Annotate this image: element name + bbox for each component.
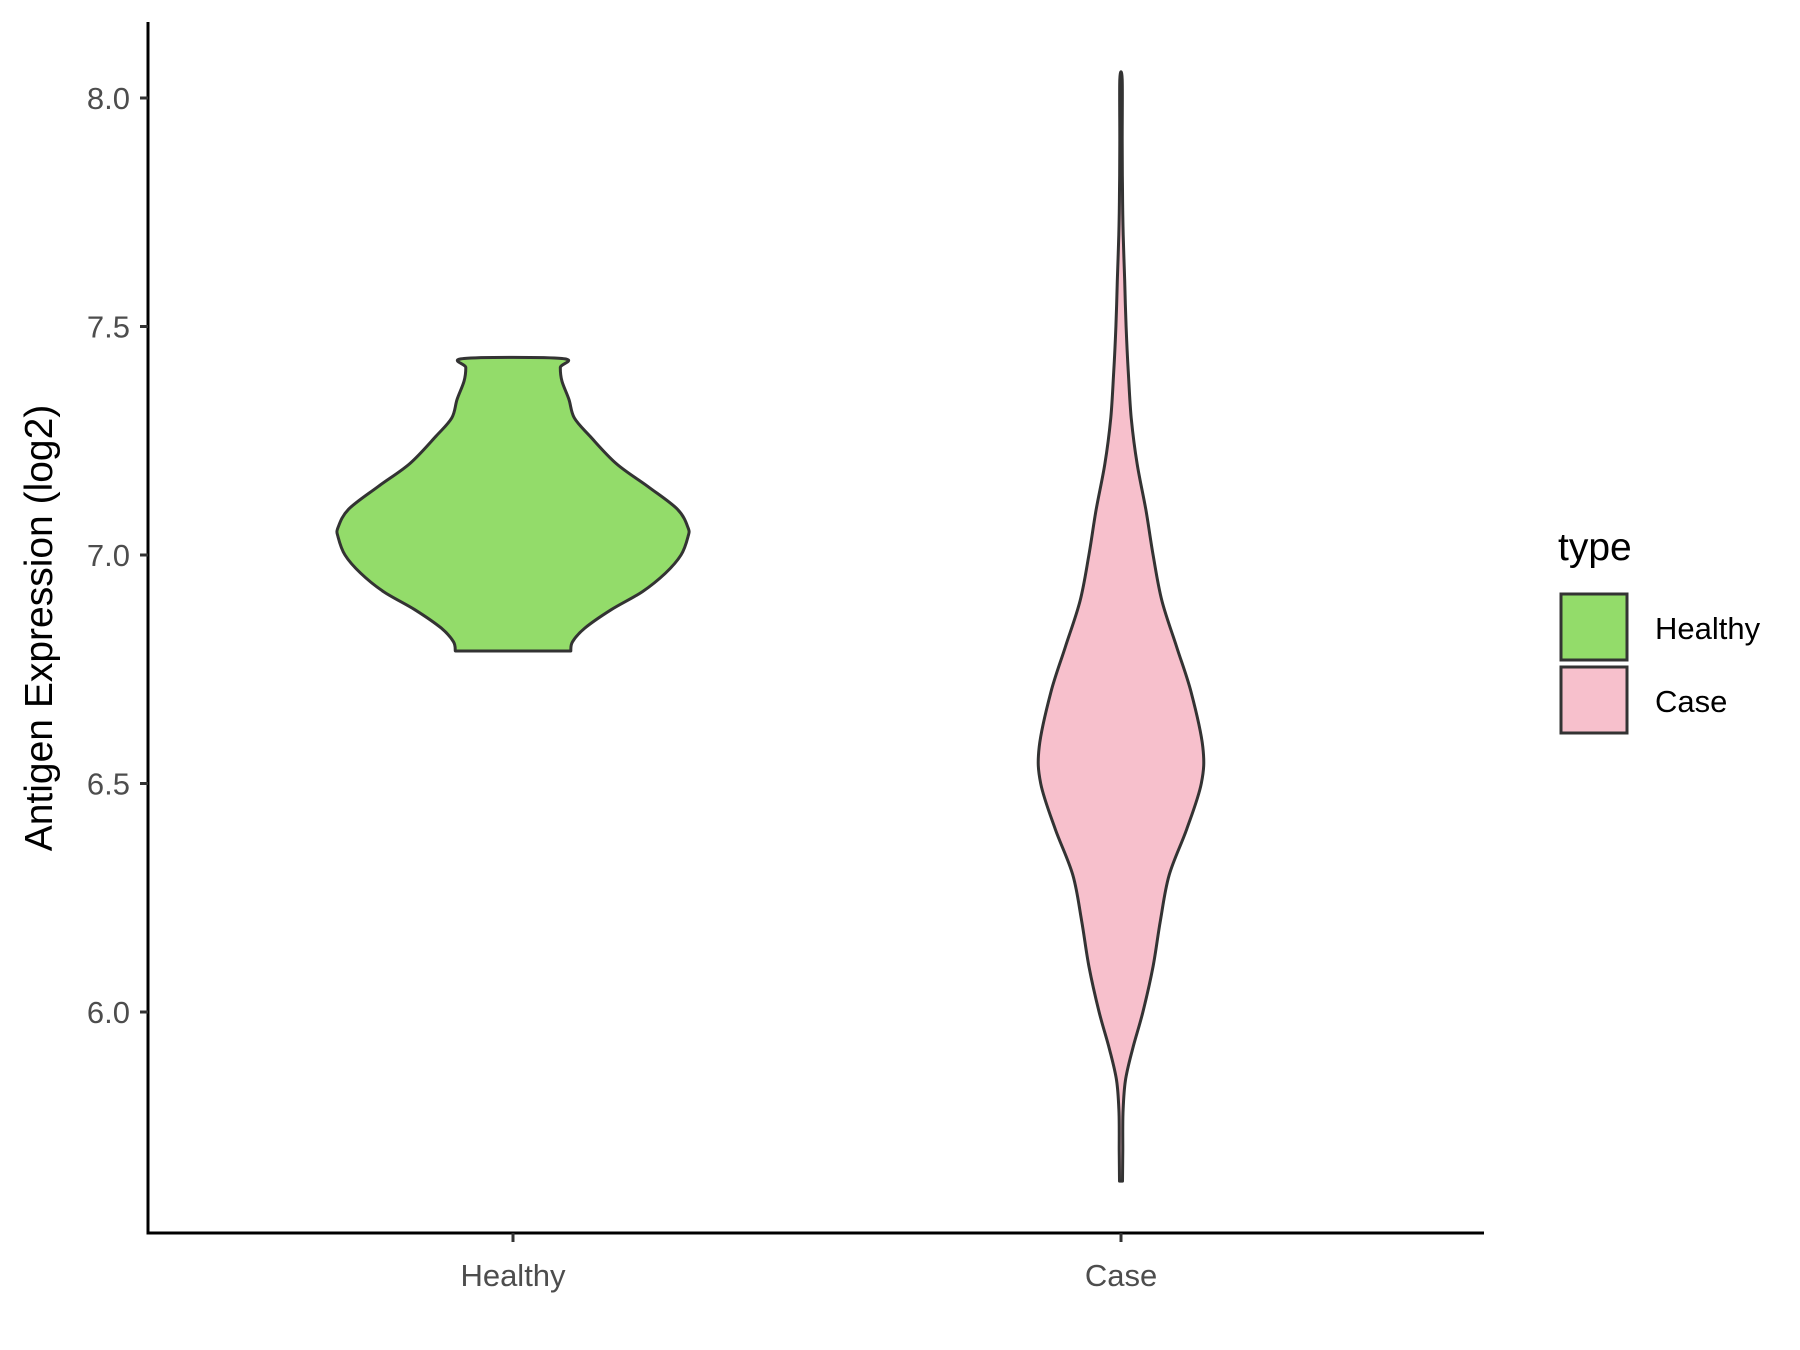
legend-label: Case [1655,684,1727,719]
y-tick-label: 6.0 [87,995,130,1030]
legend: type Healthy Case [1558,526,1761,735]
violin-layer [335,70,1206,1183]
x-tick-label: Case [1085,1258,1157,1293]
y-axis-title: Antigen Expression (log2) [18,405,61,852]
y-tick-group: 6.0 6.5 7.0 7.5 8.0 [87,81,148,1030]
x-tick-group: Healthy Case [460,1233,1157,1293]
legend-swatch [1559,592,1629,662]
y-tick-label: 8.0 [87,81,130,116]
x-tick-label: Healthy [460,1258,566,1293]
y-tick-label: 7.5 [87,310,130,345]
violin-healthy [335,355,691,653]
y-tick-label: 7.0 [87,538,130,573]
legend-swatch [1559,665,1629,735]
y-tick-label: 6.5 [87,767,130,802]
legend-title: type [1558,526,1632,569]
legend-label: Healthy [1655,611,1761,646]
violin-case [1036,70,1206,1183]
